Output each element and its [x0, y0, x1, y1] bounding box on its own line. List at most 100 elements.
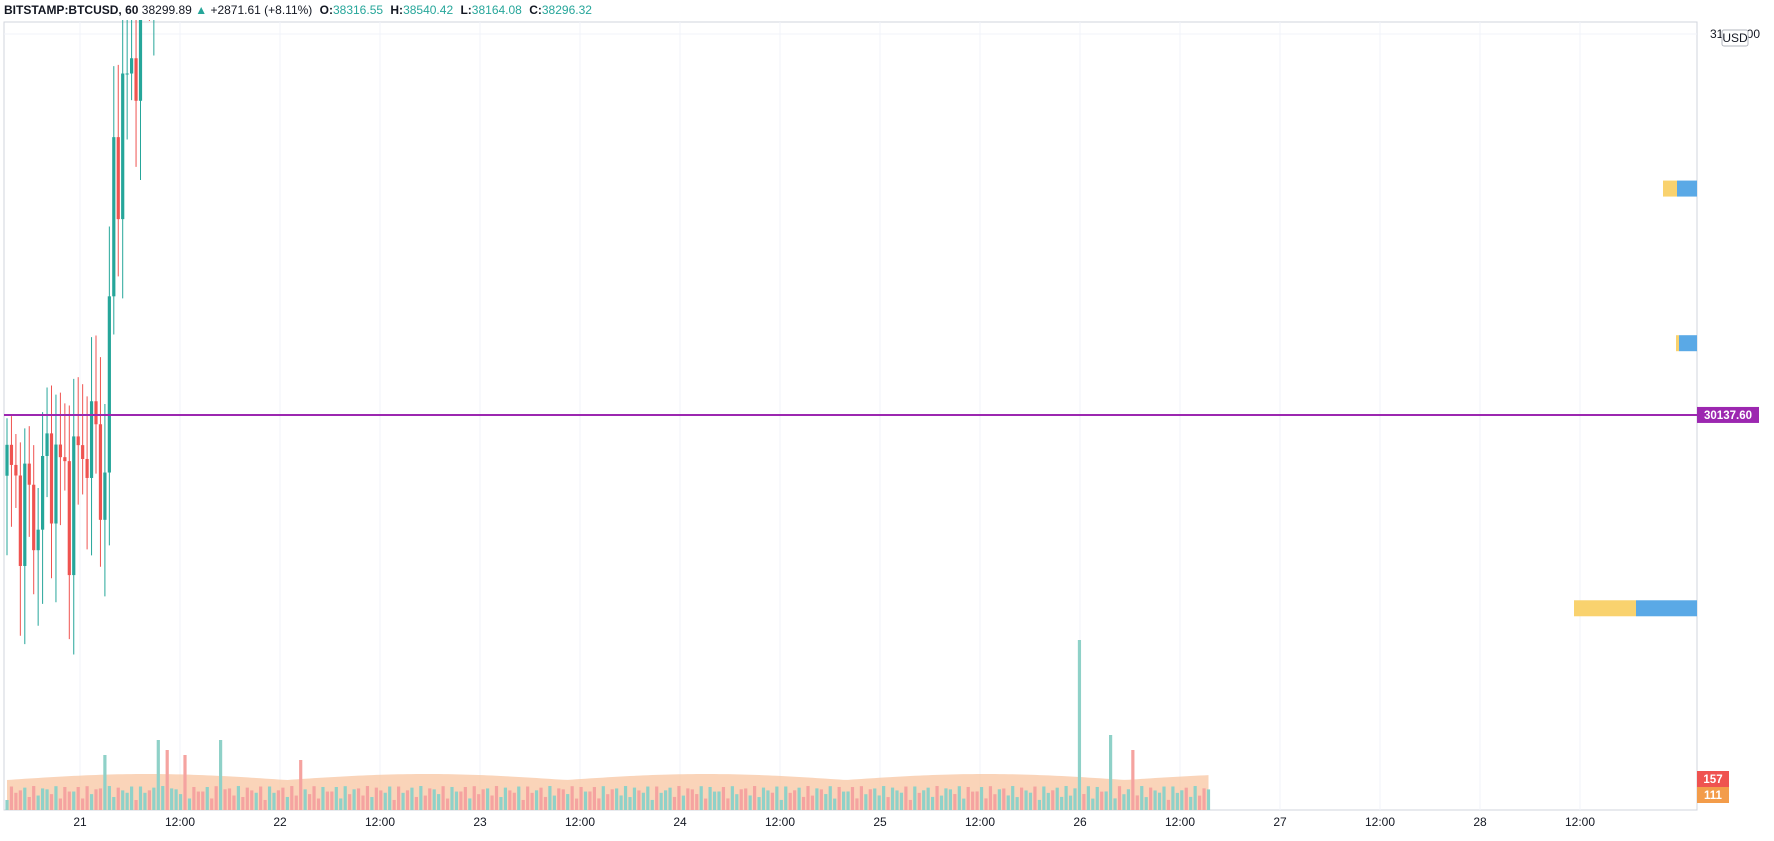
volume-bar	[250, 790, 254, 810]
volume-bar	[316, 798, 321, 810]
volume-bar	[383, 792, 387, 810]
level-tag-label: 30137.60	[1704, 410, 1752, 422]
volume-bar	[1149, 787, 1153, 810]
volume-bar	[797, 787, 801, 810]
volume-bar	[214, 786, 218, 810]
volume-bar	[1206, 789, 1211, 810]
volume-bar	[1024, 790, 1028, 810]
candle-body[interactable]	[14, 464, 18, 476]
candle-body[interactable]	[103, 472, 107, 520]
currency-badge[interactable]	[1721, 29, 1749, 47]
candle-body[interactable]	[107, 296, 111, 473]
volume-bar	[886, 797, 890, 810]
candle-body[interactable]	[58, 444, 62, 458]
volume-bar	[1180, 790, 1184, 810]
volume-bar	[788, 792, 792, 810]
volume-bar	[1109, 735, 1113, 810]
candle-body[interactable]	[9, 444, 14, 465]
candle-body[interactable]	[76, 436, 80, 446]
volume-bar	[632, 787, 637, 810]
volume-bar	[374, 787, 378, 810]
plot-area[interactable]	[3, 21, 1698, 811]
x-tick-label: 12:00	[1165, 815, 1195, 829]
volume-bar	[1193, 786, 1197, 810]
candle-body[interactable]	[49, 433, 54, 524]
candle-body[interactable]	[72, 436, 76, 576]
volume-bar	[748, 795, 752, 810]
low-label: L:	[460, 3, 472, 17]
volume-bar	[828, 786, 832, 810]
volume-bar	[423, 795, 427, 810]
candle-body[interactable]	[112, 137, 116, 297]
level-tag	[1697, 406, 1759, 423]
volume-bar	[437, 794, 441, 810]
candle-body[interactable]	[116, 137, 120, 220]
volume-bar	[49, 794, 54, 810]
volume-bar	[650, 799, 654, 810]
volume-bar	[312, 786, 316, 810]
candle-body[interactable]	[134, 58, 138, 101]
volume-bar	[1157, 792, 1162, 810]
candle-body[interactable]	[81, 445, 85, 459]
candle-body[interactable]	[94, 401, 98, 425]
candle-body[interactable]	[98, 424, 103, 520]
volume-bar	[859, 786, 863, 810]
change-arrow-icon: ▲	[195, 3, 208, 17]
candle-body[interactable]	[85, 458, 89, 478]
volume-bar	[1198, 795, 1202, 810]
volume-bar	[610, 789, 614, 810]
volume-bar	[454, 791, 459, 810]
volume-bar	[1015, 797, 1019, 810]
volume-bar	[388, 786, 392, 810]
volume-bar	[899, 792, 904, 810]
candle-body[interactable]	[32, 484, 36, 551]
candle-body[interactable]	[130, 58, 134, 74]
volume-bar	[1104, 791, 1108, 810]
candle-body[interactable]	[89, 401, 94, 478]
volume-bar	[877, 795, 881, 810]
volume-bar	[1002, 788, 1006, 810]
candle-body[interactable]	[121, 73, 125, 220]
candle-body[interactable]	[125, 73, 129, 75]
symbol-label[interactable]: BITSTAMP:BTCUSD, 60	[4, 3, 139, 17]
candle-body[interactable]	[138, 20, 143, 101]
candle-body[interactable]	[23, 463, 27, 566]
volume-bar	[619, 795, 623, 810]
candle-body[interactable]	[36, 529, 40, 551]
price-chart[interactable]: 31000.0032000.0033000.0034000.0035000.00…	[0, 20, 1774, 841]
volume-bar	[708, 786, 712, 810]
volume-bar	[134, 799, 138, 810]
candle-body[interactable]	[63, 457, 67, 462]
x-tick-label: 12:00	[365, 815, 395, 829]
volume-bar	[637, 790, 641, 810]
volume-bar	[107, 786, 111, 810]
candle-body[interactable]	[54, 444, 58, 524]
volume-bar	[975, 791, 979, 810]
volume-bar	[681, 795, 685, 810]
volume-bar	[695, 794, 699, 810]
volume-bar	[606, 794, 610, 810]
volume-bar	[833, 798, 837, 810]
candle-body[interactable]	[5, 444, 9, 476]
volume-bar	[979, 787, 984, 810]
candle-body[interactable]	[45, 433, 49, 456]
volume-bar	[450, 786, 454, 810]
candle-body[interactable]	[67, 461, 71, 576]
volume-profile-bar-up	[1677, 180, 1697, 197]
volume-bar	[138, 786, 143, 810]
candle-body[interactable]	[27, 463, 31, 485]
volume-bar	[1051, 790, 1055, 810]
candle-body[interactable]	[18, 475, 22, 566]
volume-profile-bar-down	[1574, 600, 1636, 617]
volume-bar	[165, 750, 169, 810]
volume-bar	[664, 790, 668, 810]
volume-bar	[281, 787, 285, 810]
volume-bar	[913, 786, 917, 810]
volume-bar	[361, 795, 365, 810]
volume-bar	[334, 787, 338, 810]
volume-bar	[993, 794, 997, 810]
last-price: 38299.89	[141, 3, 192, 17]
volume-bar	[1086, 786, 1090, 810]
candle-body[interactable]	[41, 455, 45, 530]
volume-bar	[659, 792, 663, 810]
